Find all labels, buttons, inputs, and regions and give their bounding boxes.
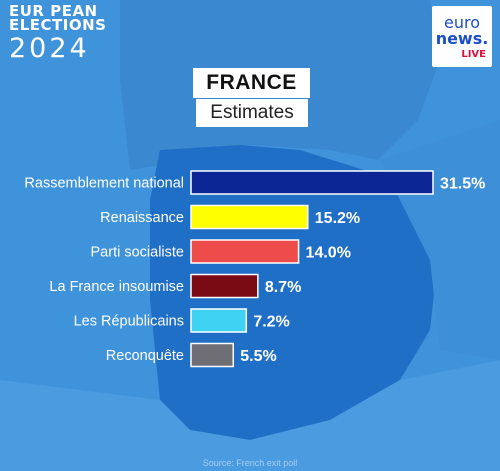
chart-subtitle: Estimates: [196, 99, 308, 127]
value-label-la-france-insoumise: 8.7%: [265, 279, 301, 296]
branding-year: 2024: [9, 33, 90, 64]
category-label-renaissance: Renaissance: [100, 210, 184, 226]
value-label-parti-socialiste: 14.0%: [306, 245, 351, 262]
branding-line-2: ELECTIONS: [9, 16, 107, 34]
euronews-logo: euro news. LIVE: [432, 6, 492, 67]
bar-les-republicains: [190, 308, 248, 333]
value-label-rassemblement-national: 31.5%: [440, 176, 485, 193]
chart-title: FRANCE: [193, 68, 310, 98]
source-note: Source: French exit poll: [202, 458, 298, 468]
branding-line-1: EUR PEAN: [9, 2, 98, 20]
bar-parti-socialiste: [190, 239, 300, 264]
category-label-la-france-insoumise: La France insoumise: [49, 279, 184, 295]
bar-renaissance: [190, 204, 309, 230]
branding: EUR PEAN ELECTIONS 2024: [9, 4, 106, 64]
bar-rassemblement-national: [190, 170, 434, 195]
logo-line-1: euro: [444, 13, 480, 32]
category-label-reconquete: Reconquête: [106, 348, 184, 364]
value-label-les-republicains: 7.2%: [253, 314, 289, 331]
bar-la-france-insoumise: [190, 273, 259, 299]
category-label-les-republicains: Les Républicains: [74, 314, 184, 330]
south-sea-shape: [0, 360, 500, 471]
value-label-reconquete: 5.5%: [240, 348, 276, 365]
category-label-rassemblement-national: Rassemblement national: [24, 176, 184, 192]
live-badge: LIVE: [461, 49, 486, 60]
category-label-parti-socialiste: Parti socialiste: [91, 245, 184, 261]
bar-reconquete: [190, 342, 235, 368]
value-label-renaissance: 15.2%: [315, 210, 360, 227]
logo-line-2: news.: [435, 29, 489, 48]
